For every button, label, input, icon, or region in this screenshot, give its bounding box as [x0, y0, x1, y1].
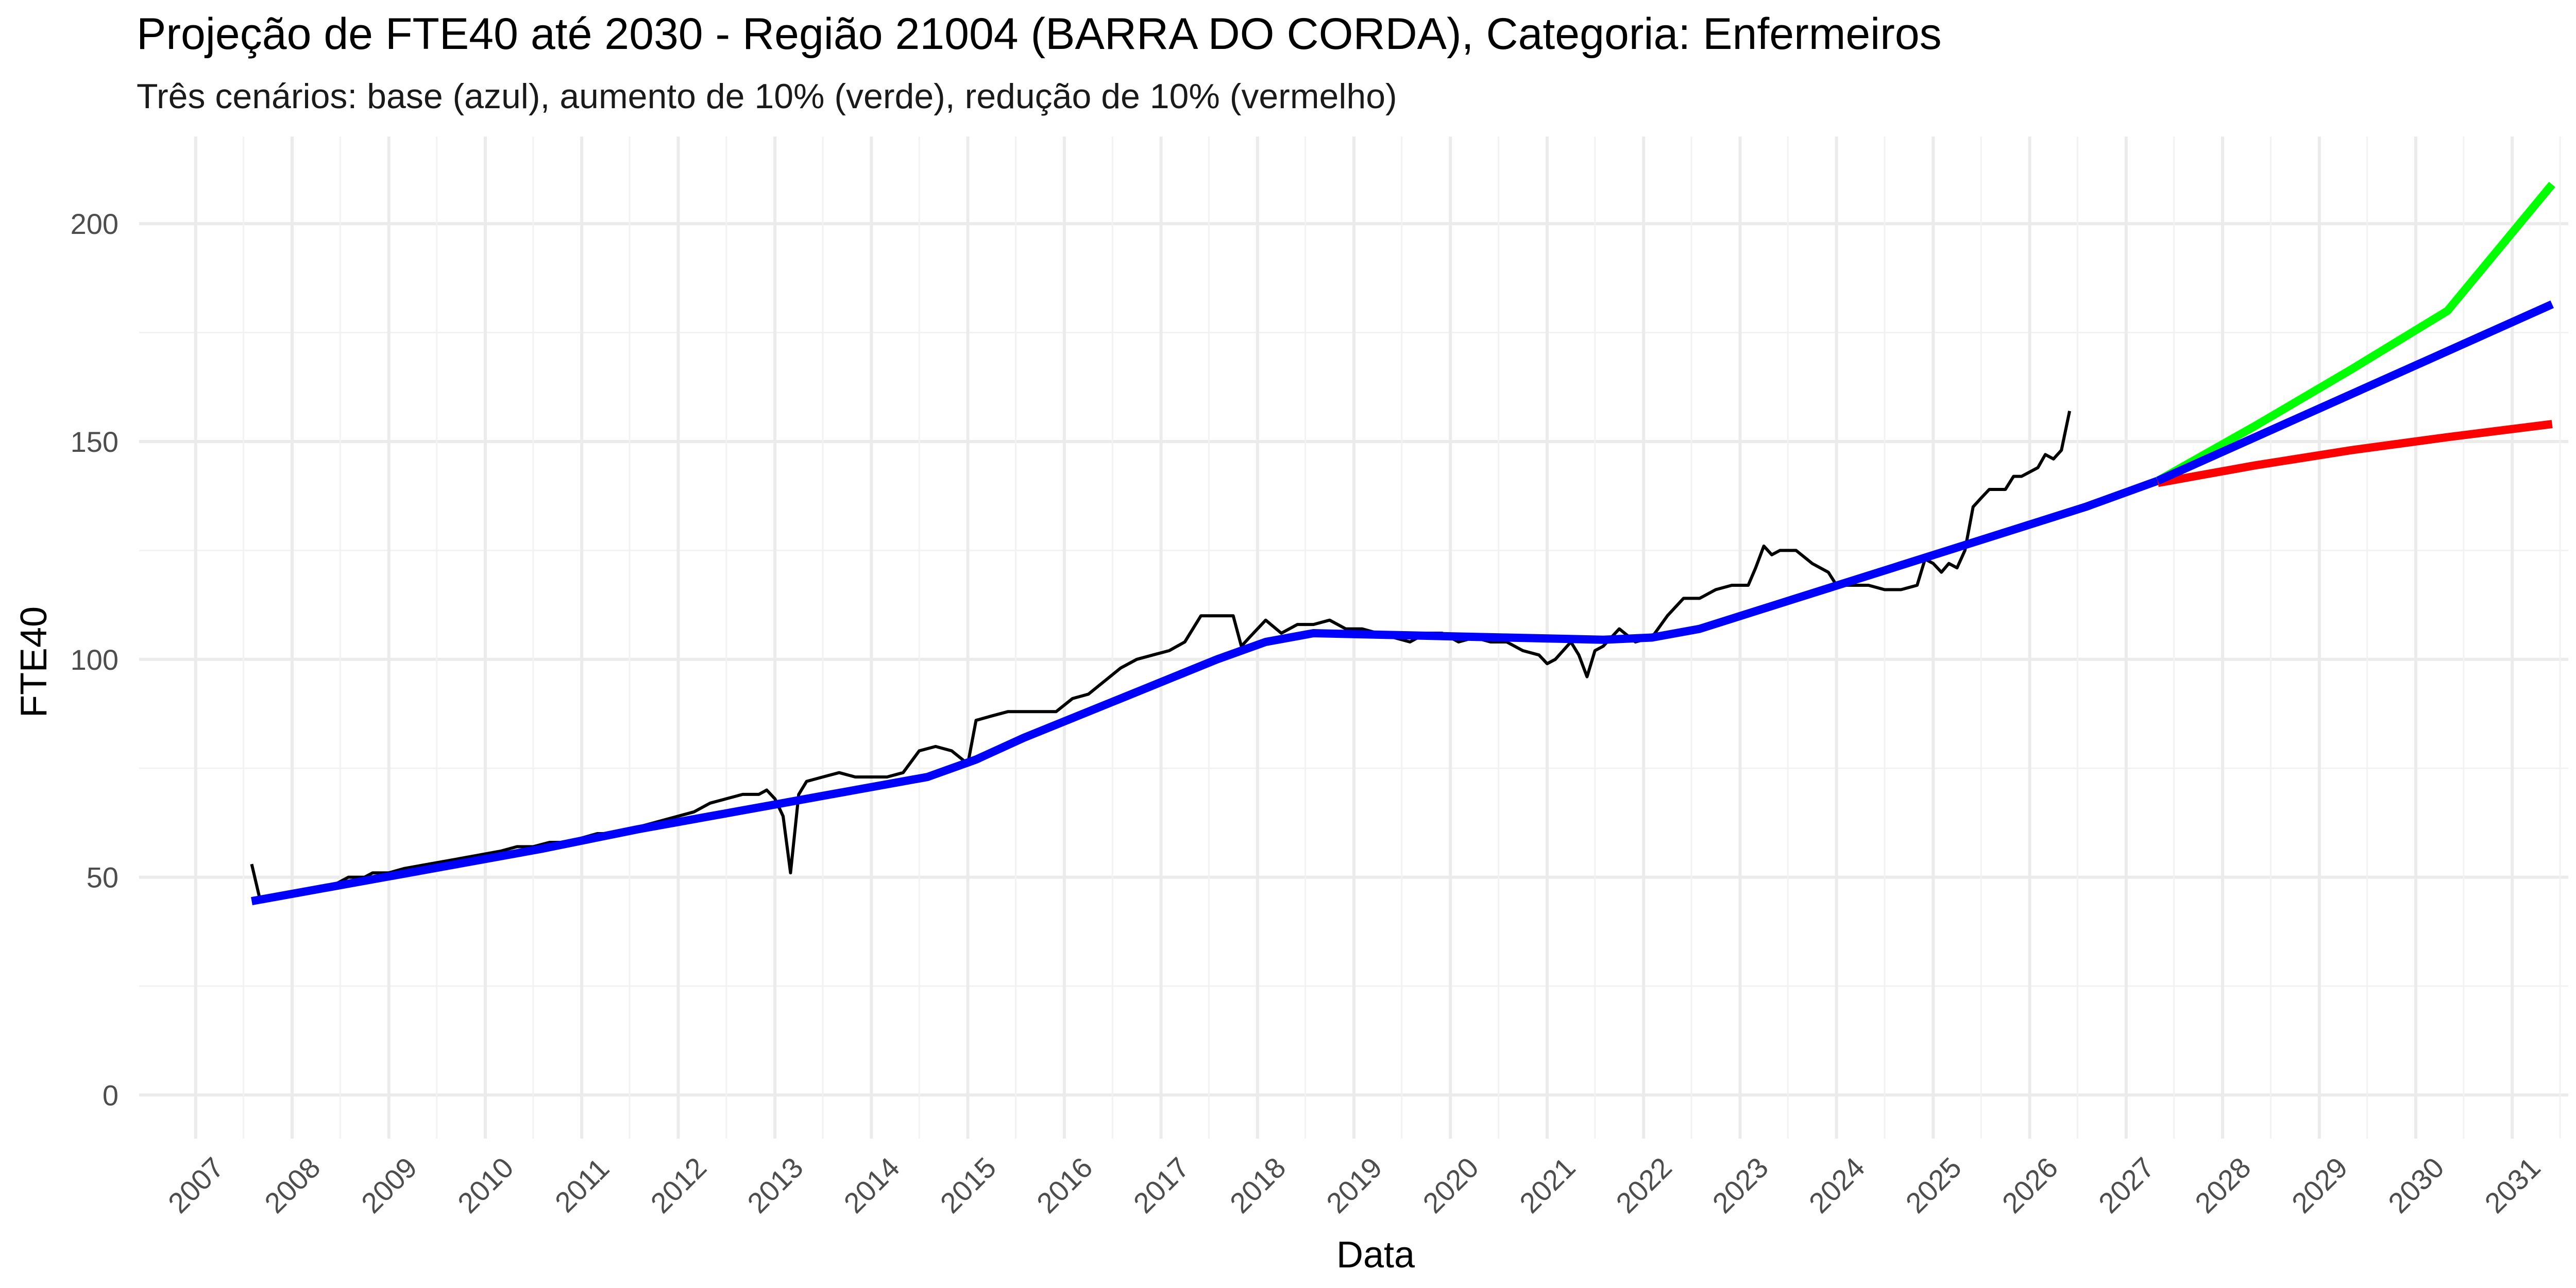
series-line-decrease-10 [2157, 420, 2553, 487]
series-line-base-projection [2156, 300, 2554, 485]
chart-subtitle: Três cenários: base (azul), aumento de 1… [137, 77, 1397, 116]
series-group [250, 181, 2555, 905]
y-tick-label: 200 [71, 208, 118, 240]
y-axis-title: FTE40 [13, 606, 55, 718]
x-axis-title: Data [1336, 1234, 1415, 1276]
y-axis-ticks: 0 50 100 150 200 [71, 208, 118, 1111]
series-line-increase-10 [2156, 181, 2555, 485]
grid [139, 137, 2568, 1139]
series-line-base [251, 477, 2160, 905]
y-tick-label: 150 [71, 426, 118, 458]
y-tick-label: 100 [71, 643, 118, 676]
chart-title: Projeção de FTE40 até 2030 - Região 2100… [137, 9, 1942, 59]
y-tick-label: 0 [103, 1079, 118, 1111]
y-tick-label: 50 [87, 861, 118, 894]
